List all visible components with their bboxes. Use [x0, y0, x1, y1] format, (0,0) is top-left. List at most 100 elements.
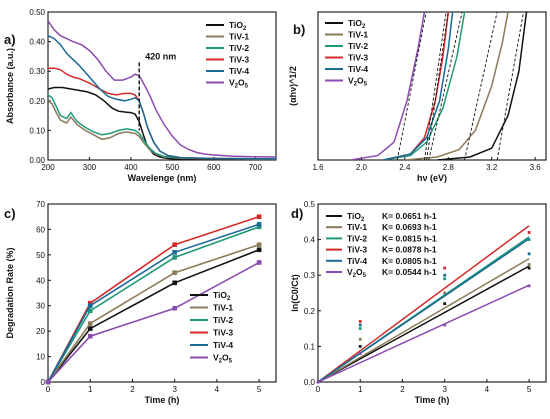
y-tick-label: 0.40 [29, 38, 45, 47]
data-point-2-3 [256, 224, 262, 230]
data-point-0-2 [443, 302, 447, 306]
y-axis-label: Absorbance (a.u.) [5, 48, 15, 124]
legend-k-3: K= 0.0878 h-1 [382, 245, 437, 255]
data-point-5-3 [527, 284, 531, 288]
y-tick-label: 0.50 [29, 8, 45, 17]
series-line-1 [47, 100, 276, 160]
legend-label-2: TiV-2 [213, 315, 233, 325]
legend-label-1: TiV-1 [229, 32, 249, 42]
data-point-2-2 [172, 255, 177, 260]
y-axis-label: ln(C0/Ct) [290, 274, 300, 312]
legend-k-4: K= 0.0805 h-1 [382, 256, 437, 266]
legend-label-5: V2O5 [347, 267, 367, 279]
x-tick-label: 3 [442, 385, 447, 394]
legend-label-0: TiO2 [213, 290, 231, 302]
legend-label-2: TiV-2 [348, 41, 368, 51]
x-tick-label: 3 [172, 385, 177, 394]
y-tick-label: 0.0 [304, 378, 316, 387]
data-point-5-0 [316, 380, 320, 384]
data-point-3-2 [172, 242, 177, 247]
x-tick-label: 2 [400, 385, 405, 394]
legend-label-1: TiV-1 [348, 30, 368, 40]
y-tick-label: 0.00 [29, 156, 45, 165]
data-point-5-2 [172, 305, 177, 311]
y-tick-label: 0 [41, 378, 46, 387]
data-point-0-2 [172, 280, 177, 286]
series-curve-2 [382, 12, 466, 160]
y-tick-label: 0.2 [304, 307, 316, 316]
y-tick-label: 0.30 [29, 67, 45, 76]
series-line-2 [47, 94, 276, 160]
x-axis-label: Wavelenge (nm) [128, 173, 197, 183]
x-tick-label: 300 [83, 163, 97, 172]
series-line-4 [47, 35, 276, 160]
data-point-2-2 [443, 277, 447, 281]
x-tick-label: 700 [249, 163, 263, 172]
panel-label: b) [293, 22, 305, 37]
legend-label-5: V2O5 [229, 78, 249, 90]
x-tick-label: 5 [257, 385, 262, 394]
x-tick-label: 1.6 [312, 163, 324, 172]
legend-label-1: TiV-1 [213, 303, 233, 313]
series-line-5 [47, 261, 260, 383]
x-tick-label: 1 [88, 385, 93, 394]
panel-label: d) [291, 206, 303, 221]
series-curve-0 [437, 12, 528, 160]
legend-label-2: TiV-2 [347, 233, 367, 243]
x-tick-label: 2 [130, 385, 135, 394]
data-point-1-3 [256, 242, 262, 247]
legend-label-3: TiV-3 [347, 245, 367, 255]
x-tick-label: 200 [41, 163, 55, 172]
data-point-2-1 [358, 327, 362, 330]
y-tick-label: 0.4 [304, 236, 316, 245]
x-tick-label: 0 [316, 385, 321, 394]
data-point-4-2 [443, 273, 447, 277]
legend-k-5: K= 0.0544 h-1 [382, 267, 437, 277]
x-tick-label: 600 [207, 163, 221, 172]
data-point-5-1 [358, 352, 362, 355]
fit-line-3 [317, 225, 530, 383]
y-tick-label: 10 [36, 353, 45, 362]
data-point-4-3 [527, 252, 531, 256]
series-line-0 [47, 86, 276, 161]
data-point-1-2 [443, 291, 447, 295]
y-tick-label: 0.1 [304, 342, 316, 351]
y-tick-label: 0.10 [29, 126, 45, 135]
fit-line-5 [317, 284, 530, 383]
x-tick-label: 400 [124, 163, 138, 172]
legend-label-3: TiV-3 [348, 53, 368, 63]
data-point-4-3 [256, 222, 262, 227]
plot-frame [47, 203, 277, 383]
legend-label-5: V2O5 [213, 353, 233, 365]
plot-frame [47, 11, 277, 161]
data-point-0-1 [358, 345, 362, 348]
y-tick-label: 20 [36, 327, 45, 336]
y-tick-label: 0.3 [304, 271, 316, 280]
legend-label-0: TiO2 [229, 20, 247, 32]
y-axis-label: Degradation Rate (%) [5, 247, 15, 338]
x-axis-label: Time (h) [415, 395, 450, 405]
series-curve-5 [350, 12, 426, 160]
series-curve-4 [382, 12, 454, 160]
annotation-text: 420 nm [145, 51, 176, 61]
tangent-line-2 [428, 12, 463, 160]
x-tick-label: 2.8 [443, 163, 455, 172]
panel-label: c) [4, 206, 16, 221]
x-tick-label: 0 [46, 385, 51, 394]
legend-k-2: K= 0.0815 h-1 [382, 233, 437, 243]
x-tick-label: 4 [215, 385, 220, 394]
legend-label-0: TiO2 [348, 18, 366, 30]
x-tick-label: 2.4 [399, 163, 411, 172]
fit-line-0 [317, 265, 530, 383]
panel-a: 200 300 400 500 600 700 0.00 0.10 0.20 0.30 0.40 0.… [4, 8, 277, 183]
data-point-1-3 [527, 263, 531, 266]
data-point-5-3 [256, 260, 262, 265]
y-tick-label: 0.20 [29, 97, 45, 106]
legend-label-4: TiV-4 [229, 66, 249, 76]
legend-label-2: TiV-2 [229, 43, 249, 53]
data-point-4-1 [87, 303, 93, 309]
x-tick-label: 500 [166, 163, 180, 172]
y-tick-label: 50 [36, 251, 45, 260]
